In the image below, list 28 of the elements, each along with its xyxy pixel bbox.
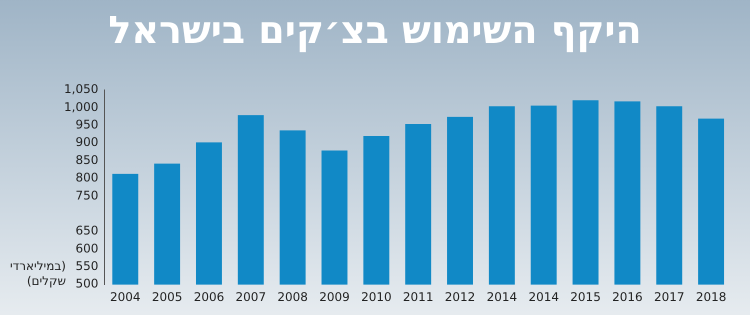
- y-tick-label: 950: [75, 118, 98, 132]
- x-tick-label: 2005: [152, 290, 182, 304]
- y-tick-label: 600: [75, 241, 98, 256]
- x-tick-label: 2006: [194, 290, 224, 304]
- x-tick-label: 2016: [612, 290, 643, 304]
- y-tick-label: 800: [75, 170, 98, 185]
- y-tick-label: 1,000: [64, 100, 98, 114]
- x-tick-label: 2008: [277, 290, 308, 304]
- x-tick-label: 2012: [444, 290, 476, 304]
- x-tick-label: 2017: [654, 290, 685, 304]
- y-tick-label: 850: [75, 152, 98, 167]
- x-tick-label: 2018: [696, 290, 726, 304]
- y-tick-label: 650: [75, 224, 98, 238]
- x-tick-label: 2015: [570, 290, 601, 304]
- x-tick-label: 2007: [236, 290, 266, 304]
- x-tick-label: 2004: [110, 290, 141, 304]
- x-tick-label: 2014: [528, 290, 559, 304]
- x-tick-label: 2010: [361, 290, 392, 304]
- y-tick-label: 500: [75, 276, 98, 291]
- y-tick-label: 900: [75, 135, 98, 150]
- x-tick-label: 2011: [402, 290, 434, 304]
- y-tick-label: 750: [75, 188, 98, 202]
- y-axis-title: (במיליארדי שקלים): [9, 259, 66, 289]
- chart-title: היקף השימוש בצ׳קים בישראל: [107, 8, 643, 52]
- x-tick-label: 2014: [486, 290, 518, 304]
- y-tick-label: 550: [75, 259, 98, 274]
- x-tick-label: 2009: [319, 290, 350, 304]
- y-tick-label: 1,050: [64, 82, 98, 96]
